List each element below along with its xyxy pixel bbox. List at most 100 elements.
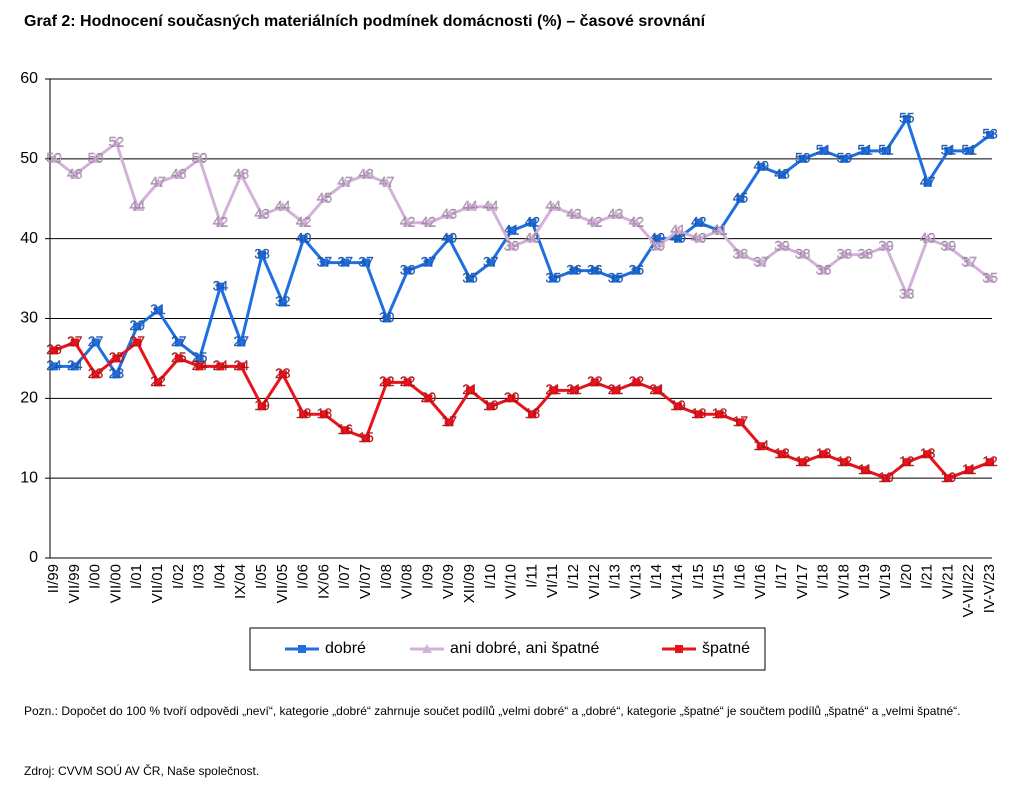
series-line: [53, 141, 991, 297]
data-label: 50: [88, 150, 104, 166]
data-label: 47: [920, 173, 936, 189]
marker: [611, 274, 620, 283]
x-tick-label: VI/12: [586, 564, 603, 599]
x-tick-label: I/19: [856, 564, 873, 589]
data-label: 41: [670, 221, 686, 237]
marker: [216, 362, 225, 371]
data-label: 47: [150, 173, 166, 189]
marker: [381, 177, 392, 187]
data-label: 36: [400, 261, 416, 277]
data-label: 39: [504, 237, 520, 253]
marker: [319, 193, 330, 203]
marker: [653, 386, 662, 395]
marker: [465, 201, 475, 211]
data-label: 19: [254, 397, 270, 413]
data-label: 39: [878, 237, 894, 253]
data-label: 48: [171, 166, 187, 182]
marker: [944, 146, 953, 155]
marker: [902, 458, 911, 467]
marker: [632, 378, 641, 387]
x-tick-label: VI/09: [440, 564, 457, 599]
data-label: 24: [192, 357, 208, 373]
marker: [652, 241, 663, 251]
x-tick-label: I/12: [565, 564, 582, 589]
data-label: 24: [67, 357, 83, 373]
data-label: 43: [608, 205, 624, 221]
marker: [466, 274, 474, 283]
marker: [964, 257, 975, 267]
marker: [675, 645, 683, 653]
data-label: 44: [545, 197, 561, 213]
data-label: 21: [649, 381, 665, 397]
data-label: 14: [753, 437, 769, 453]
chart-title: Graf 2: Hodnocení současných materiálníc…: [24, 13, 706, 30]
data-label: 36: [629, 261, 645, 277]
legend-label: dobré: [325, 640, 366, 657]
data-label: 18: [296, 405, 312, 421]
marker: [195, 362, 204, 371]
data-label: 47: [337, 173, 353, 189]
y-tick-label: 60: [20, 70, 38, 87]
marker: [133, 322, 142, 331]
marker: [923, 178, 932, 187]
data-label: 35: [608, 269, 624, 285]
data-label: 42: [525, 213, 541, 229]
marker: [632, 266, 641, 275]
data-label: 22: [150, 373, 166, 389]
data-label: 43: [566, 205, 582, 221]
marker: [382, 378, 391, 387]
data-label: 25: [192, 349, 208, 365]
marker: [840, 154, 849, 163]
data-label: 10: [878, 469, 894, 485]
series-line: [54, 117, 991, 376]
x-tick-label: VI/18: [835, 564, 852, 599]
marker: [882, 146, 890, 155]
x-tick-label: VI/19: [877, 564, 894, 599]
x-tick-label: VI/14: [669, 564, 686, 599]
marker: [965, 466, 974, 475]
marker: [423, 217, 434, 227]
data-label: 39: [941, 237, 957, 253]
marker: [91, 370, 100, 379]
marker: [840, 458, 849, 467]
x-tick-label: V-VII/22: [960, 564, 977, 617]
x-tick-label: I/21: [919, 564, 936, 589]
data-label: 48: [774, 166, 790, 182]
data-label: 37: [358, 253, 374, 269]
data-label: 11: [858, 461, 873, 477]
marker: [527, 233, 538, 243]
marker: [153, 177, 163, 187]
data-label: 18: [712, 405, 728, 421]
data-label: 22: [400, 373, 416, 389]
data-label: 32: [275, 293, 291, 309]
data-label: 36: [587, 261, 603, 277]
marker: [69, 169, 80, 179]
marker: [736, 194, 745, 203]
marker: [424, 394, 433, 403]
x-tick-label: I/00: [87, 564, 104, 589]
x-tick-label: VI/08: [399, 564, 416, 599]
x-tick-label: I/17: [773, 564, 790, 589]
x-tick-label: VI/17: [794, 564, 811, 599]
x-tick-label: I/03: [191, 564, 208, 589]
data-label: 42: [421, 213, 437, 229]
marker: [506, 241, 517, 251]
y-tick-label: 30: [20, 310, 38, 327]
marker: [278, 298, 287, 307]
marker: [258, 402, 266, 411]
data-label: 52: [109, 134, 125, 150]
data-label: 23: [109, 365, 125, 381]
marker: [486, 258, 495, 267]
data-label: 12: [837, 453, 853, 469]
data-label: 31: [150, 301, 166, 317]
marker: [445, 234, 454, 243]
x-tick-label: XII/09: [461, 564, 478, 603]
data-label: 35: [982, 269, 998, 285]
data-label: 37: [483, 253, 499, 269]
marker: [839, 249, 850, 259]
data-label: 41: [712, 221, 728, 237]
x-tick-label: I/10: [482, 564, 499, 589]
